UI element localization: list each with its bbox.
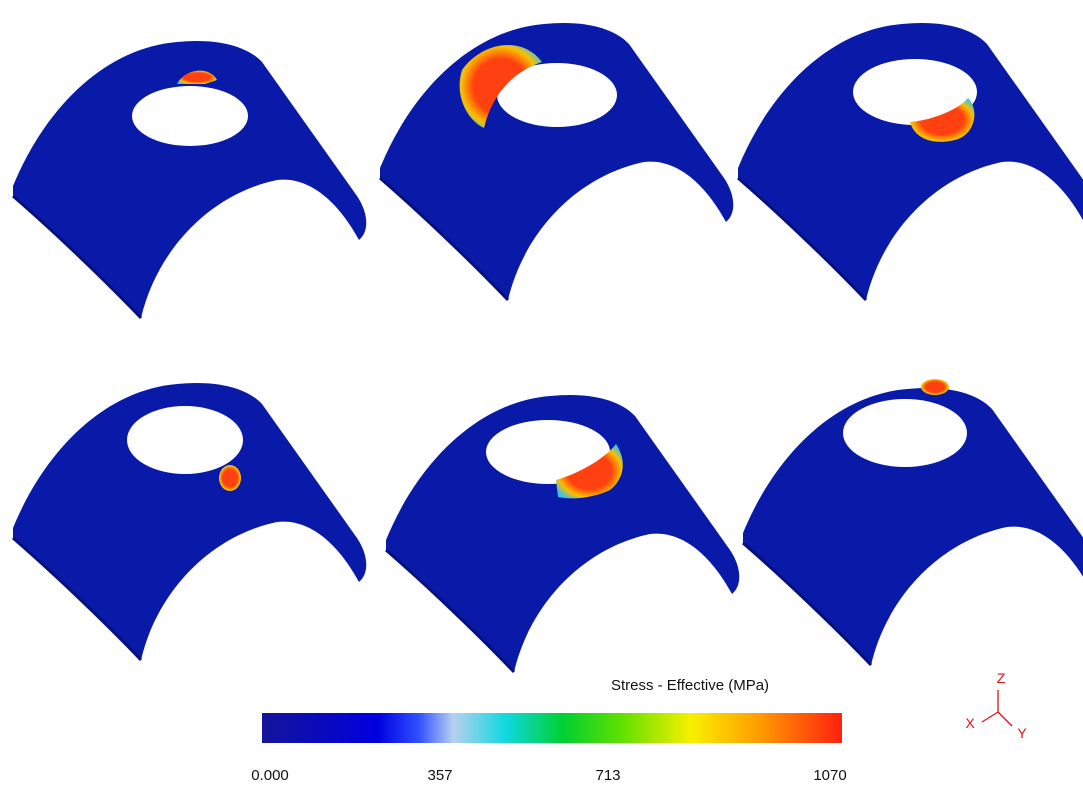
shell-panel (13, 41, 366, 318)
axis-label: Z (997, 670, 1006, 686)
axes-triad (982, 690, 1012, 726)
shell-panel (743, 379, 1083, 665)
colorbar-tick-label: 0.000 (251, 767, 289, 784)
shell-panel (386, 395, 739, 672)
colorbar (262, 713, 842, 743)
shell-panel (738, 23, 1083, 300)
shell-panel (13, 383, 366, 660)
colorbar-tick-label: 1070 (813, 767, 846, 784)
colorbar-tick-label: 713 (595, 767, 620, 784)
axis-label: X (965, 715, 975, 731)
figure: Stress - Effective (MPa) 0.000 357 713 1… (0, 0, 1083, 789)
shell-panel (380, 23, 733, 300)
colorbar-title: Stress - Effective (MPa) (611, 677, 769, 694)
colorbar-tick-label: 357 (427, 767, 452, 784)
axis-label: Y (1017, 725, 1027, 741)
